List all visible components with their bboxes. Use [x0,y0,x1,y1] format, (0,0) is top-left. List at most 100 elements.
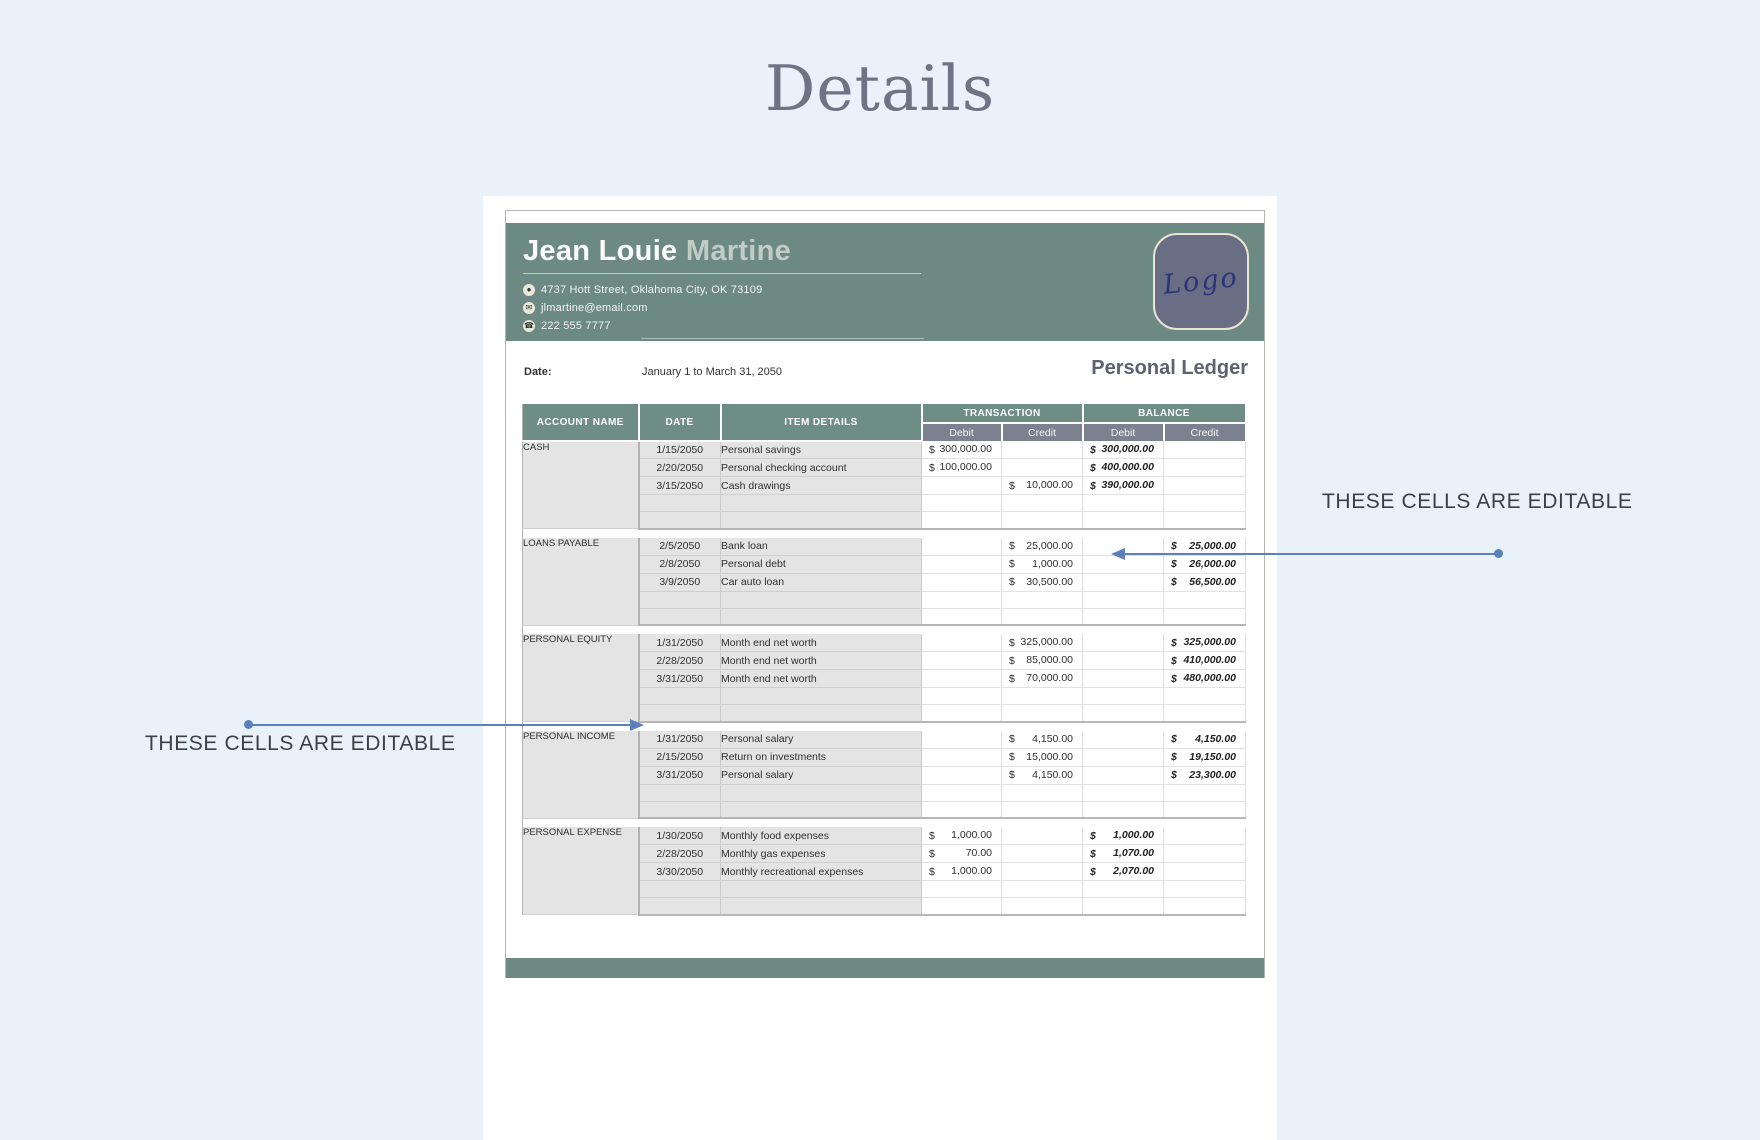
transaction-debit-cell[interactable] [921,634,1002,652]
item-details-cell[interactable] [720,784,922,802]
balance-credit-cell[interactable]: $325,000.00 [1163,634,1246,652]
item-details-cell[interactable]: Monthly recreational expenses [720,862,922,881]
item-details-cell[interactable]: Car auto loan [720,573,922,592]
transaction-debit-cell[interactable]: $1,000.00 [921,827,1002,845]
transaction-debit-cell[interactable] [921,784,1002,802]
balance-debit-cell[interactable] [1082,494,1164,512]
balance-debit-cell[interactable]: $390,000.00 [1082,476,1164,495]
balance-credit-cell[interactable]: $4,150.00 [1163,730,1246,749]
transaction-credit-cell[interactable] [1001,441,1083,459]
transaction-credit-cell[interactable] [1001,862,1083,881]
date-cell[interactable]: 3/9/2050 [638,573,721,592]
transaction-debit-cell[interactable] [921,766,1002,785]
item-details-cell[interactable]: Month end net worth [720,669,922,688]
date-cell[interactable]: 3/31/2050 [638,766,721,785]
date-cell[interactable]: 3/31/2050 [638,669,721,688]
date-cell[interactable] [638,784,721,802]
transaction-credit-cell[interactable] [1001,897,1083,916]
transaction-debit-cell[interactable] [921,704,1002,723]
item-details-cell[interactable] [720,494,922,512]
item-details-cell[interactable] [720,608,922,626]
transaction-debit-cell[interactable] [921,494,1002,512]
account-name-cell[interactable]: CASH [522,441,640,529]
date-cell[interactable] [638,494,721,512]
date-cell[interactable]: 2/5/2050 [638,537,721,556]
transaction-credit-cell[interactable] [1001,608,1083,626]
date-cell[interactable]: 2/8/2050 [638,555,721,574]
transaction-debit-cell[interactable] [921,476,1002,495]
item-details-cell[interactable]: Month end net worth [720,634,922,652]
transaction-credit-cell[interactable] [1001,511,1083,530]
item-details-cell[interactable] [720,897,922,916]
date-cell[interactable]: 2/28/2050 [638,651,721,670]
balance-debit-cell[interactable]: $400,000.00 [1082,458,1164,477]
balance-debit-cell[interactable] [1082,880,1164,898]
balance-credit-cell[interactable]: $410,000.00 [1163,651,1246,670]
balance-debit-cell[interactable] [1082,784,1164,802]
date-cell[interactable] [638,687,721,705]
item-details-cell[interactable]: Personal savings [720,441,922,459]
transaction-debit-cell[interactable] [921,651,1002,670]
transaction-debit-cell[interactable] [921,573,1002,592]
balance-credit-cell[interactable]: $26,000.00 [1163,555,1246,574]
transaction-credit-cell[interactable]: $325,000.00 [1001,634,1083,652]
date-cell[interactable]: 3/15/2050 [638,476,721,495]
transaction-credit-cell[interactable]: $30,500.00 [1001,573,1083,592]
item-details-cell[interactable] [720,704,922,723]
item-details-cell[interactable]: Monthly food expenses [720,827,922,845]
transaction-credit-cell[interactable] [1001,687,1083,705]
balance-debit-cell[interactable] [1082,669,1164,688]
date-cell[interactable]: 2/28/2050 [638,844,721,863]
transaction-credit-cell[interactable] [1001,801,1083,819]
date-cell[interactable]: 1/31/2050 [638,730,721,749]
account-name-cell[interactable]: PERSONAL INCOME [522,730,640,819]
account-name-cell[interactable]: PERSONAL EXPENSE [522,827,640,915]
item-details-cell[interactable]: Personal checking account [720,458,922,477]
transaction-credit-cell[interactable] [1001,784,1083,802]
transaction-debit-cell[interactable]: $1,000.00 [921,862,1002,881]
item-details-cell[interactable] [720,591,922,609]
transaction-credit-cell[interactable]: $70,000.00 [1001,669,1083,688]
item-details-cell[interactable]: Month end net worth [720,651,922,670]
balance-credit-cell[interactable] [1163,862,1246,881]
transaction-debit-cell[interactable] [921,897,1002,916]
transaction-credit-cell[interactable] [1001,844,1083,863]
balance-credit-cell[interactable] [1163,704,1246,723]
balance-credit-cell[interactable] [1163,801,1246,819]
balance-credit-cell[interactable] [1163,476,1246,495]
balance-debit-cell[interactable] [1082,801,1164,819]
balance-credit-cell[interactable] [1163,844,1246,863]
balance-credit-cell[interactable] [1163,897,1246,916]
transaction-credit-cell[interactable]: $85,000.00 [1001,651,1083,670]
balance-debit-cell[interactable]: $1,070.00 [1082,844,1164,863]
transaction-credit-cell[interactable]: $15,000.00 [1001,748,1083,767]
account-name-cell[interactable]: LOANS PAYABLE [522,537,640,626]
item-details-cell[interactable]: Personal debt [720,555,922,574]
transaction-debit-cell[interactable] [921,511,1002,530]
transaction-credit-cell[interactable] [1001,591,1083,609]
balance-debit-cell[interactable] [1082,573,1164,592]
transaction-debit-cell[interactable] [921,687,1002,705]
balance-credit-cell[interactable]: $56,500.00 [1163,573,1246,592]
item-details-cell[interactable] [720,511,922,530]
balance-debit-cell[interactable] [1082,687,1164,705]
balance-debit-cell[interactable] [1082,555,1164,574]
item-details-cell[interactable]: Personal salary [720,766,922,785]
balance-debit-cell[interactable] [1082,511,1164,530]
balance-debit-cell[interactable]: $1,000.00 [1082,827,1164,845]
balance-debit-cell[interactable] [1082,634,1164,652]
balance-debit-cell[interactable] [1082,537,1164,556]
balance-credit-cell[interactable] [1163,784,1246,802]
date-cell[interactable] [638,801,721,819]
transaction-credit-cell[interactable]: $4,150.00 [1001,766,1083,785]
balance-debit-cell[interactable] [1082,608,1164,626]
date-cell[interactable] [638,591,721,609]
balance-credit-cell[interactable] [1163,880,1246,898]
balance-debit-cell[interactable] [1082,730,1164,749]
transaction-credit-cell[interactable] [1001,458,1083,477]
balance-credit-cell[interactable]: $19,150.00 [1163,748,1246,767]
balance-credit-cell[interactable]: $25,000.00 [1163,537,1246,556]
transaction-debit-cell[interactable] [921,801,1002,819]
transaction-debit-cell[interactable] [921,555,1002,574]
date-cell[interactable]: 1/31/2050 [638,634,721,652]
